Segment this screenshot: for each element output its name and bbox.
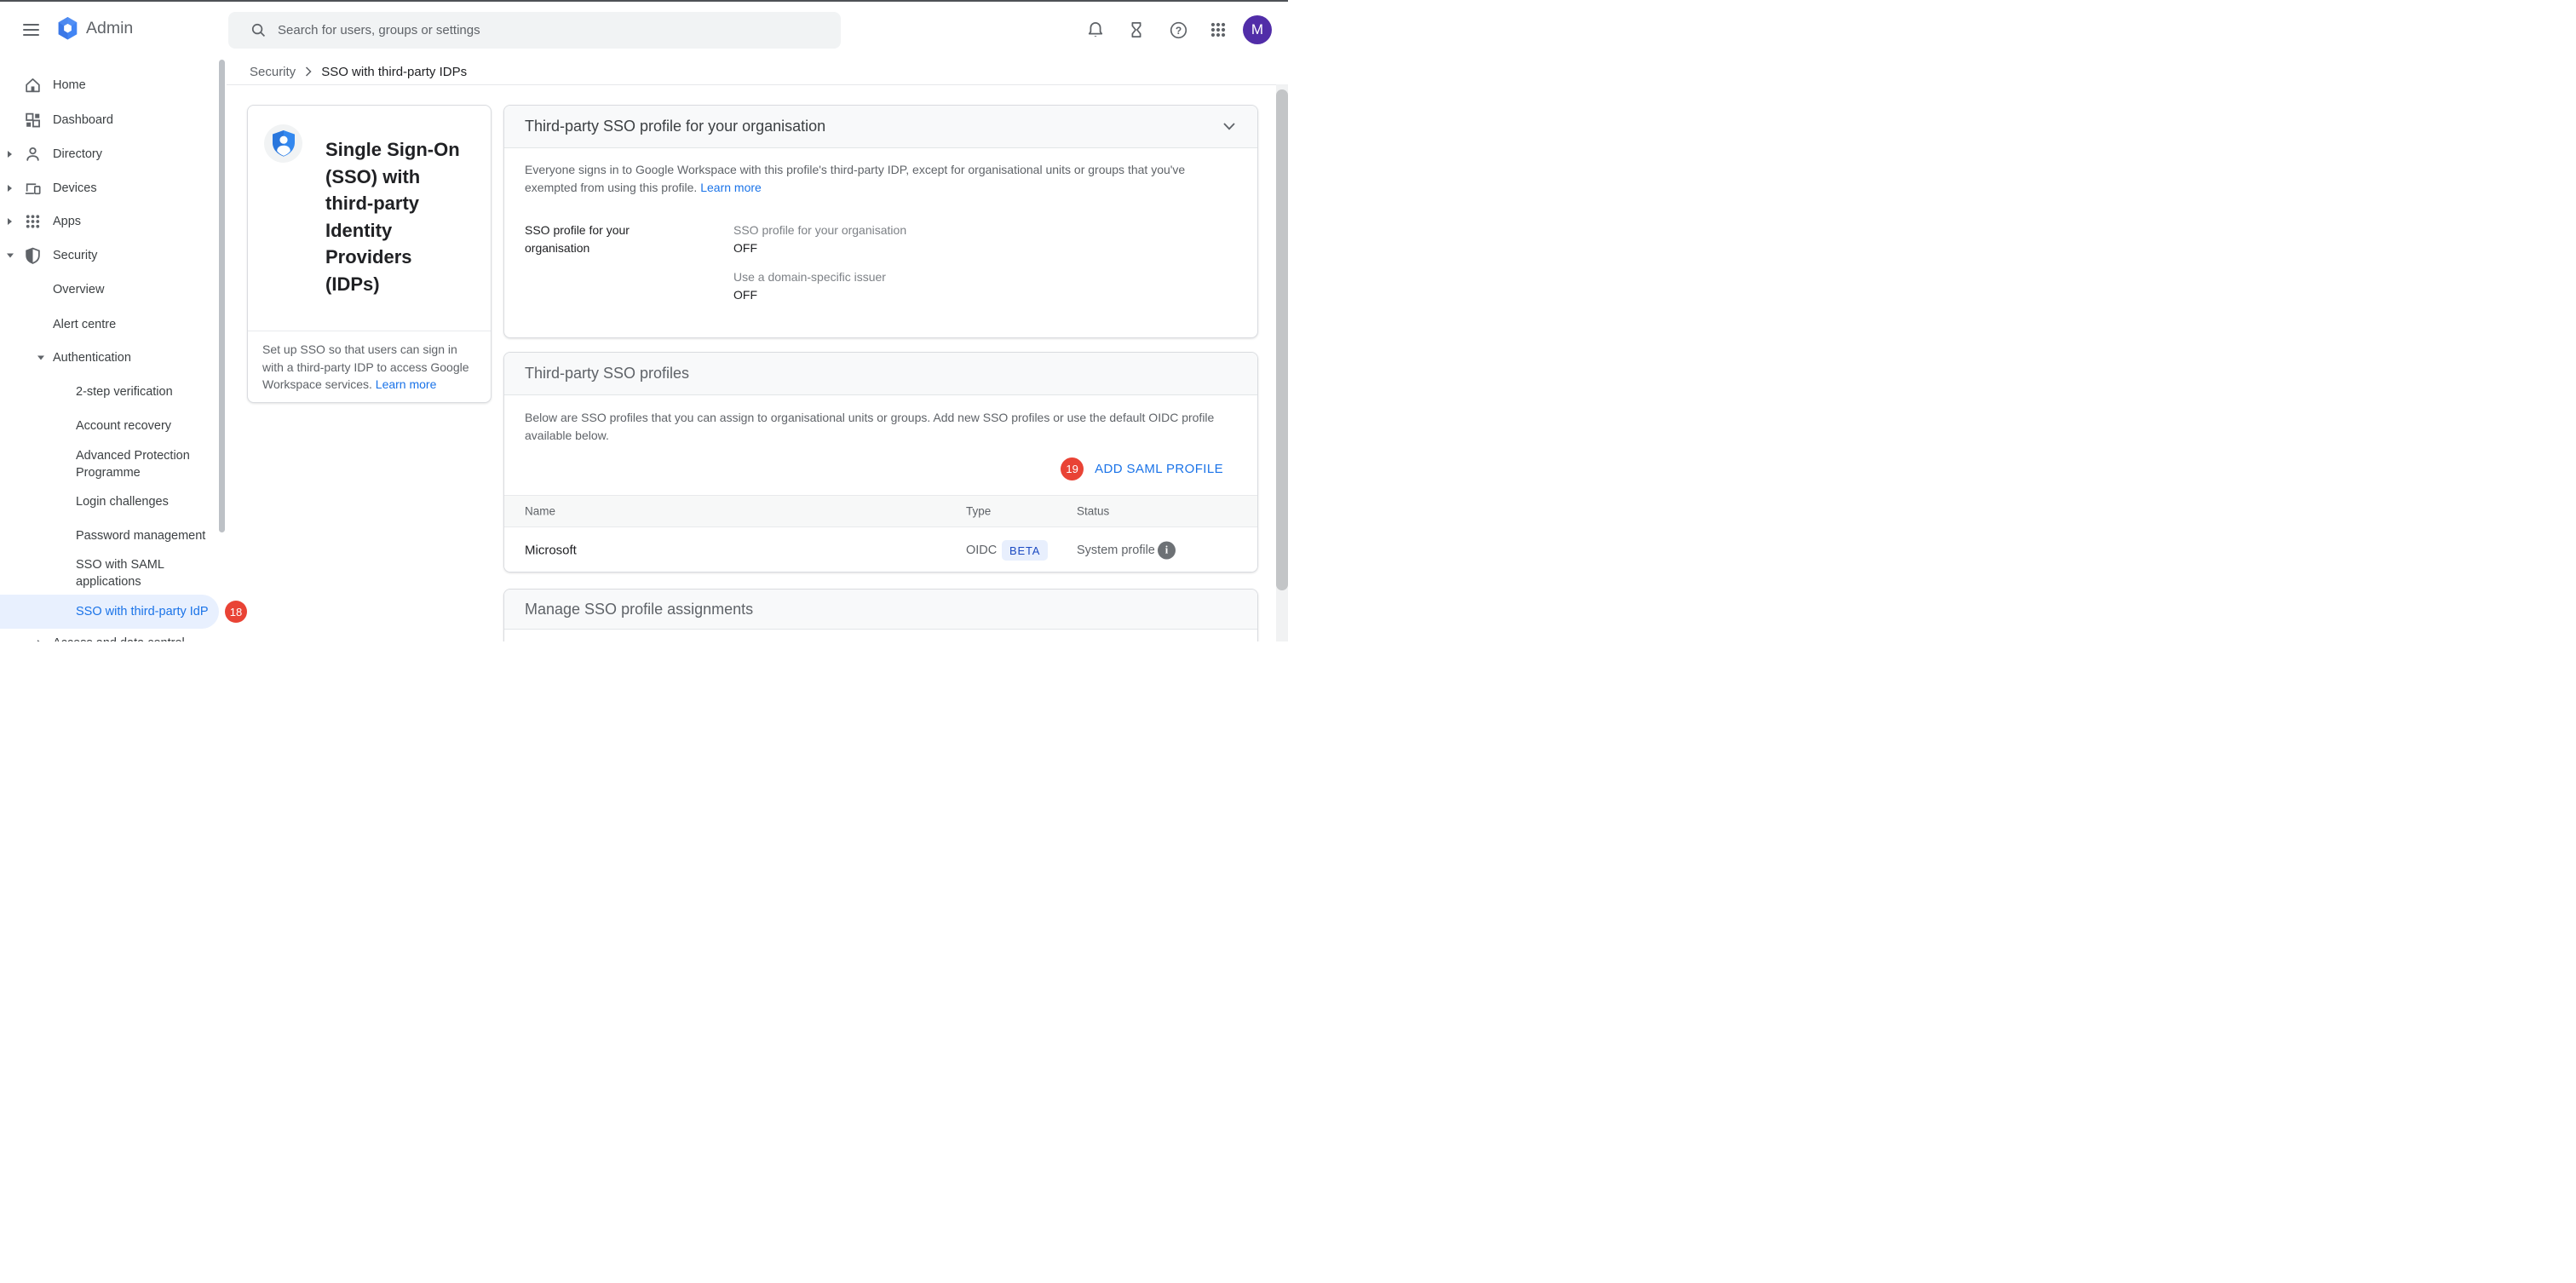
section-title: Third-party SSO profiles bbox=[525, 365, 690, 382]
org-sso-description: Everyone signs in to Google Workspace wi… bbox=[525, 163, 1186, 194]
info-icon[interactable]: i bbox=[1158, 541, 1176, 560]
devices-icon bbox=[24, 180, 42, 198]
caret-right-icon bbox=[8, 151, 12, 158]
sidebar-item-advanced-protection[interactable]: Advanced Protection Programme bbox=[76, 448, 190, 480]
sidebar-item-access-data-control[interactable]: Access and data control bbox=[0, 626, 218, 642]
product-title: Admin bbox=[86, 19, 134, 37]
breadcrumb-current-page: SSO with third-party IDPs bbox=[321, 64, 468, 79]
google-admin-logo-icon bbox=[57, 17, 78, 40]
caret-down-icon bbox=[7, 253, 14, 258]
account-avatar[interactable]: M bbox=[1243, 15, 1272, 44]
step-count-badge: 19 bbox=[1061, 457, 1084, 480]
sso-description: Set up SSO so that users can sign in wit… bbox=[262, 342, 469, 391]
sidebar-item-authentication[interactable]: Authentication bbox=[0, 341, 218, 375]
beta-badge: BETA bbox=[1002, 540, 1049, 561]
sidebar-item-sso-saml-applications[interactable]: SSO with SAML applications bbox=[76, 557, 164, 590]
breadcrumb: Security SSO with third-party IDPs bbox=[250, 60, 467, 83]
org-sso-profile-card: Third-party SSO profile for your organis… bbox=[503, 105, 1258, 338]
section-title: Manage SSO profile assignments bbox=[525, 600, 754, 618]
sidebar-item-password-management[interactable]: Password management bbox=[76, 528, 206, 543]
learn-more-link[interactable]: Learn more bbox=[700, 181, 762, 194]
top-app-bar: Admin ? bbox=[0, 2, 1288, 56]
page-title: Single Sign-On (SSO) with third-party Id… bbox=[325, 139, 460, 295]
caret-down-icon bbox=[37, 355, 44, 360]
profiles-description: Below are SSO profiles that you can assi… bbox=[525, 411, 1215, 442]
caret-right-icon bbox=[37, 640, 42, 642]
notification-count-badge: 18 bbox=[225, 601, 247, 623]
breadcrumb-divider bbox=[227, 84, 1288, 85]
learn-more-link[interactable]: Learn more bbox=[375, 377, 437, 391]
svg-text:?: ? bbox=[1176, 24, 1182, 36]
column-header-status: Status bbox=[1077, 504, 1110, 518]
table-row-microsoft[interactable]: Microsoft OIDC BETA System profile i bbox=[504, 527, 1257, 572]
sidebar-item-devices[interactable]: Devices bbox=[0, 171, 218, 205]
directory-person-icon bbox=[24, 146, 42, 164]
search-input[interactable] bbox=[278, 23, 789, 37]
field-value: OFF bbox=[733, 288, 757, 302]
caret-right-icon bbox=[8, 185, 12, 192]
sidebar-item-2-step-verification[interactable]: 2-step verification bbox=[76, 384, 173, 399]
sidebar-item-directory[interactable]: Directory bbox=[0, 137, 218, 171]
dashboard-icon bbox=[24, 112, 42, 129]
profile-status: System profile bbox=[1077, 544, 1155, 557]
page-scrollbar-thumb[interactable] bbox=[1276, 89, 1288, 590]
sidebar-item-account-recovery[interactable]: Account recovery bbox=[76, 418, 172, 433]
profile-name: Microsoft bbox=[525, 543, 577, 558]
search-bar bbox=[228, 12, 841, 49]
apps-grid-icon[interactable] bbox=[1209, 20, 1229, 40]
table-header: Name Type Status bbox=[504, 495, 1257, 527]
sidebar-item-overview[interactable]: Overview bbox=[53, 282, 105, 296]
tasks-hourglass-icon[interactable] bbox=[1127, 20, 1147, 40]
sidebar-item-security[interactable]: Security bbox=[0, 239, 218, 273]
menu-icon[interactable] bbox=[23, 24, 39, 36]
sidebar-item-sso-third-party-idp[interactable]: SSO with third-party IdP 18 bbox=[0, 595, 247, 629]
sidebar-item-home[interactable]: Home bbox=[0, 68, 218, 102]
third-party-sso-profiles-card: Third-party SSO profiles Below are SSO p… bbox=[503, 352, 1258, 572]
sidebar-scrollbar[interactable] bbox=[219, 60, 225, 532]
search-icon bbox=[250, 22, 267, 38]
apps-dots-icon bbox=[24, 213, 42, 231]
breadcrumb-chevron-icon bbox=[305, 66, 312, 77]
sso-info-card: Single Sign-On (SSO) with third-party Id… bbox=[247, 105, 492, 403]
profile-type: OIDC bbox=[966, 544, 998, 557]
collapse-chevron-icon[interactable] bbox=[1223, 123, 1235, 130]
column-header-type: Type bbox=[966, 504, 992, 518]
sso-shield-person-icon bbox=[264, 124, 302, 163]
section-title: Third-party SSO profile for your organis… bbox=[525, 118, 826, 135]
window-edge-strip bbox=[0, 0, 1288, 2]
manage-assignments-card: Manage SSO profile assignments bbox=[503, 589, 1258, 642]
caret-right-icon bbox=[8, 218, 12, 225]
avatar-letter: M bbox=[1251, 21, 1264, 37]
google-admin-console: Admin ? bbox=[0, 0, 1288, 642]
home-icon bbox=[24, 77, 42, 95]
breadcrumb-security-link[interactable]: Security bbox=[250, 64, 296, 79]
notifications-bell-icon[interactable] bbox=[1086, 20, 1107, 40]
sidebar-item-apps[interactable]: Apps bbox=[0, 204, 218, 239]
setting-label: SSO profile for your organisation bbox=[525, 223, 630, 255]
profiles-header: Third-party SSO profiles bbox=[504, 353, 1257, 395]
assignments-header: Manage SSO profile assignments bbox=[504, 590, 1257, 630]
sidebar-item-alert-centre[interactable]: Alert centre bbox=[53, 317, 117, 331]
help-icon[interactable]: ? bbox=[1169, 20, 1189, 40]
field-label: SSO profile for your organisation bbox=[733, 223, 907, 237]
security-shield-icon bbox=[24, 247, 42, 265]
page-scrollbar-track bbox=[1276, 84, 1288, 642]
field-value: OFF bbox=[733, 241, 757, 255]
sidebar-item-login-challenges[interactable]: Login challenges bbox=[76, 494, 169, 509]
sidebar-item-dashboard[interactable]: Dashboard bbox=[0, 103, 218, 137]
field-label: Use a domain-specific issuer bbox=[733, 270, 886, 284]
add-saml-profile-button[interactable]: 19 ADD SAML PROFILE bbox=[1061, 457, 1223, 480]
brand: Admin bbox=[57, 17, 133, 40]
column-header-name: Name bbox=[525, 504, 556, 518]
sidebar-nav: Home Dashboard Directory bbox=[0, 56, 247, 642]
org-sso-profile-header: Third-party SSO profile for your organis… bbox=[504, 106, 1257, 148]
